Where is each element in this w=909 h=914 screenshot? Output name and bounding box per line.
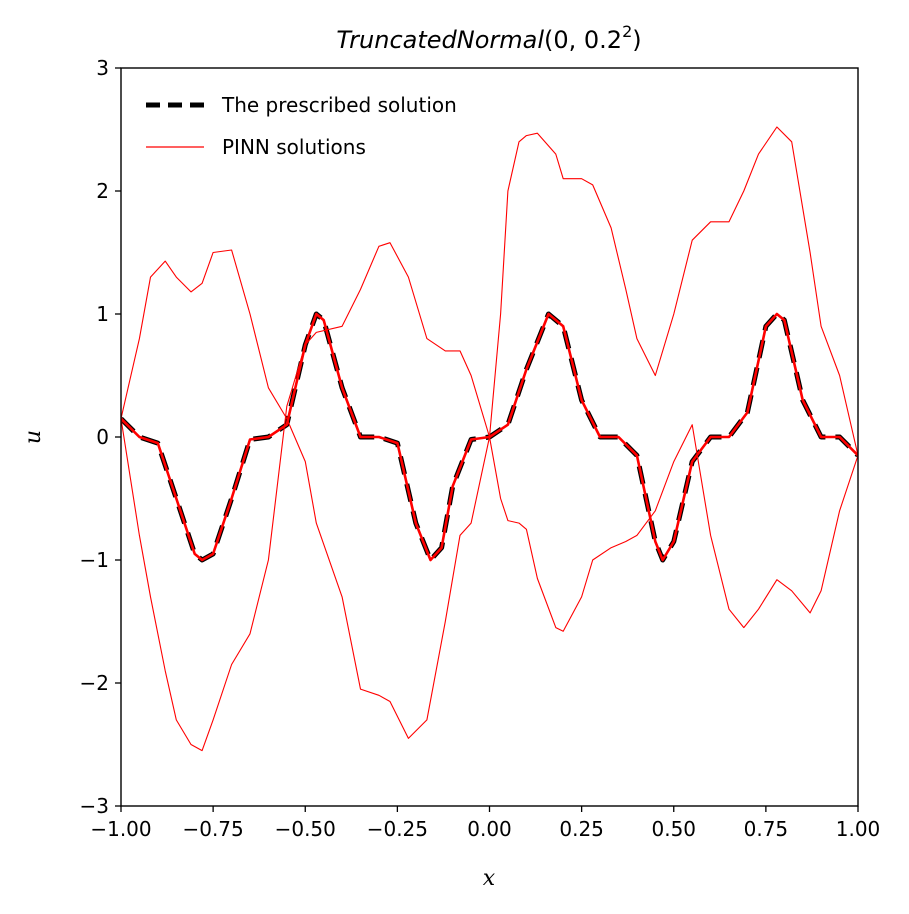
x-tick-label: 0.00 xyxy=(467,817,512,841)
chart-title-args: (0, 0.2 xyxy=(544,26,622,54)
y-tick-label: 3 xyxy=(96,56,109,80)
chart-title-superscript: 2 xyxy=(622,22,632,41)
y-tick-label: 1 xyxy=(96,302,109,326)
series-line-1 xyxy=(121,312,858,562)
x-tick-label: 0.75 xyxy=(744,817,789,841)
y-tick-label: −1 xyxy=(80,548,109,572)
x-tick-label: −0.25 xyxy=(367,817,428,841)
y-axis-label: u xyxy=(21,430,46,444)
legend: The prescribed solution PINN solutions xyxy=(146,93,457,159)
chart-title-close: ) xyxy=(632,26,641,54)
y-axis-ticks: −3 −2 −1 0 1 2 3 xyxy=(80,56,121,818)
y-tick-label: 2 xyxy=(96,179,109,203)
x-tick-label: 0.50 xyxy=(651,817,696,841)
chart-title: TruncatedNormal(0, 0.22) xyxy=(336,22,641,54)
x-tick-label: 1.00 xyxy=(836,817,881,841)
series-line-2 xyxy=(121,249,858,739)
y-tick-label: −3 xyxy=(80,794,109,818)
legend-label-prescribed: The prescribed solution xyxy=(221,93,457,117)
series-line-3 xyxy=(121,126,858,752)
x-tick-label: −0.50 xyxy=(275,817,336,841)
y-tick-label: −2 xyxy=(80,671,109,695)
x-tick-label: 0.25 xyxy=(559,817,604,841)
x-axis-label: x xyxy=(483,866,496,891)
y-tick-label: 0 xyxy=(96,425,109,449)
series-layer xyxy=(121,126,858,752)
x-tick-label: −1.00 xyxy=(90,817,151,841)
x-tick-label: −0.75 xyxy=(182,817,243,841)
legend-label-pinn: PINN solutions xyxy=(222,135,366,159)
x-axis-ticks: −1.00 −0.75 −0.50 −0.25 0.00 0.25 0.50 0.75 1.00 xyxy=(90,806,880,841)
chart-title-name: TruncatedNormal xyxy=(336,26,544,54)
